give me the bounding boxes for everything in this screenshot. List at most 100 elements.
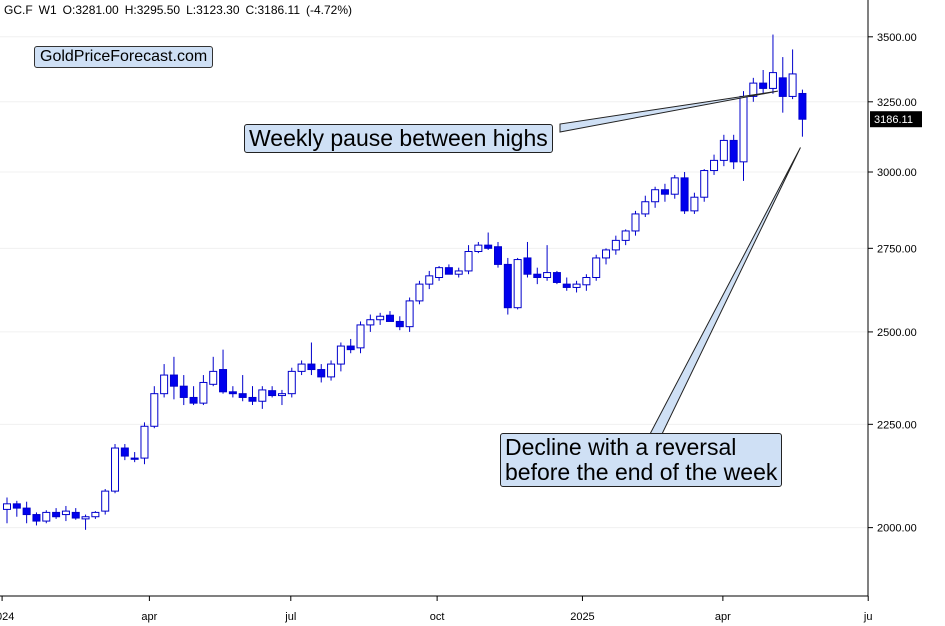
- candle-body: [759, 82, 768, 89]
- y-tick-label: 3000.00: [877, 167, 917, 179]
- callout-decline-line1: Decline with a reversal: [505, 434, 737, 460]
- candle-body: [140, 425, 149, 459]
- candle-body: [670, 177, 679, 195]
- candle-body: [582, 277, 591, 286]
- candle-body: [22, 507, 31, 516]
- candle-body: [258, 389, 267, 402]
- candle-body: [287, 370, 296, 395]
- candle-body: [248, 396, 257, 402]
- y-tick-label: 3250.00: [877, 97, 917, 109]
- x-tick-label: oct: [430, 611, 445, 623]
- candle-body: [395, 320, 404, 328]
- callout-decline-line2: before the end of the week: [505, 459, 778, 485]
- candle-body: [435, 267, 444, 279]
- candle-body: [120, 447, 129, 457]
- callout-pointer-pause: [559, 90, 778, 133]
- x-tick-label: 2024: [0, 611, 14, 623]
- y-tick-label: 2000.00: [877, 523, 917, 535]
- candle-body: [52, 511, 61, 518]
- x-tick-label: apr: [141, 611, 157, 623]
- candle-body: [32, 514, 41, 522]
- candle-body: [61, 510, 70, 516]
- y-tick-label: 2250.00: [877, 419, 917, 431]
- candle-body: [327, 363, 336, 378]
- candle-body: [209, 370, 218, 385]
- candle-body: [405, 300, 414, 328]
- symbol-header: GC.F W1 O:3281.00 H:3295.50 L:3123.30 C:3186.…: [4, 3, 358, 17]
- candle-body: [543, 272, 552, 279]
- candle-body: [228, 391, 237, 395]
- candle-body: [729, 139, 738, 163]
- candle-body: [768, 72, 777, 89]
- candle-body: [651, 189, 660, 203]
- candle-body: [719, 139, 728, 161]
- candle-body: [297, 363, 306, 372]
- candle-body: [778, 77, 787, 97]
- candle-body: [277, 393, 286, 397]
- candle-body: [268, 390, 277, 397]
- candle-body: [562, 283, 571, 288]
- candle-body: [641, 201, 650, 215]
- candle-body: [690, 196, 699, 212]
- candle-body: [444, 267, 453, 275]
- candle-body: [700, 170, 709, 198]
- candle-body: [150, 393, 159, 427]
- candle-body: [454, 270, 463, 275]
- y-tick-label: 2750.00: [877, 243, 917, 255]
- candle-body: [376, 315, 385, 321]
- callout-decline-reversal: Decline with a reversal before the end o…: [500, 433, 783, 487]
- candle-body: [798, 92, 807, 120]
- candle-body: [631, 213, 640, 232]
- candle-body: [513, 259, 522, 309]
- candle-body: [130, 457, 139, 460]
- candle-body: [739, 95, 748, 163]
- x-tick-label: jul: [284, 611, 296, 623]
- candle-body: [179, 385, 188, 398]
- candle-body: [189, 396, 198, 404]
- candle-body: [346, 345, 355, 351]
- candle-body: [749, 82, 758, 97]
- last-price-value: 3186.11: [874, 114, 913, 126]
- open-value: O:3281.00: [62, 3, 119, 17]
- candle-body: [385, 314, 394, 322]
- callout-weekly-pause-text: Weekly pause between highs: [249, 125, 548, 151]
- candle-body: [199, 381, 208, 404]
- candle-body: [111, 447, 120, 492]
- candle-body: [12, 503, 21, 509]
- candle-body: [503, 263, 512, 309]
- candle-body: [680, 177, 689, 212]
- y-tick-label: 3500.00: [877, 32, 917, 44]
- low-value: L:3123.30: [186, 3, 240, 17]
- high-value: H:3295.50: [124, 3, 181, 17]
- candle-body: [3, 503, 11, 510]
- candle-body: [464, 251, 473, 272]
- site-logo-label: GoldPriceForecast.com: [34, 46, 214, 68]
- candle-body: [366, 319, 375, 326]
- change-value: (-4.72%): [306, 3, 353, 17]
- candle-body: [533, 273, 542, 279]
- candle-body: [356, 324, 365, 349]
- candle-body: [552, 272, 561, 283]
- candle-body: [474, 244, 483, 253]
- y-tick-label: 2500.00: [877, 327, 917, 339]
- candle-body: [602, 249, 611, 259]
- x-tick-label: apr: [715, 611, 731, 623]
- candle-body: [71, 511, 80, 519]
- candle-body: [484, 244, 493, 249]
- candle-body: [101, 490, 110, 512]
- candle-body: [611, 239, 620, 251]
- candle-body: [425, 275, 434, 285]
- candle-body: [523, 257, 532, 275]
- candle-body: [788, 73, 797, 97]
- x-tick-label: ju: [863, 611, 873, 623]
- candle-body: [91, 511, 100, 518]
- candle-body: [572, 283, 581, 288]
- candle-body: [307, 363, 316, 371]
- candle-body: [660, 189, 669, 195]
- candle-body: [336, 345, 345, 365]
- candle-body: [592, 257, 601, 279]
- close-value: C:3186.11: [245, 3, 301, 17]
- candle-body: [621, 230, 630, 241]
- callout-weekly-pause: Weekly pause between highs: [244, 124, 553, 153]
- last-price-tag: [870, 111, 922, 128]
